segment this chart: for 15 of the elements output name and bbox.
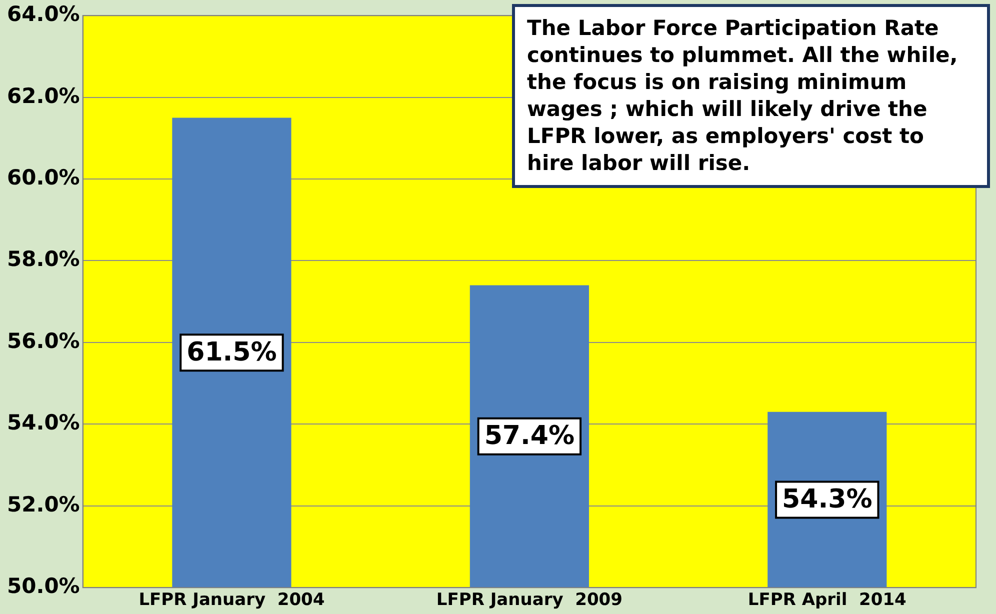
data-label: 54.3% xyxy=(782,484,872,515)
x-tick-label: LFPR January 2004 xyxy=(138,590,325,610)
y-tick-label: 58.0% xyxy=(6,247,80,272)
y-tick-label: 56.0% xyxy=(6,328,80,353)
data-label: 57.4% xyxy=(484,421,575,452)
y-tick-label: 62.0% xyxy=(6,84,80,108)
x-tick-label: LFPR January 2009 xyxy=(436,590,622,610)
annotation: The Labor Force Participation Rate continues to plummet. All the while, the focus is on raising minimum wages ; which will likely drive the LFPR lower, as employers' cost to hire labor will rise. xyxy=(512,4,990,188)
y-tick-label: 54.0% xyxy=(6,410,80,435)
y-tick-label: 50.0% xyxy=(6,574,80,598)
y-tick-label: 60.0% xyxy=(6,165,80,190)
y-tick-label: 64.0% xyxy=(6,2,80,26)
data-label: 61.5% xyxy=(186,337,277,368)
y-tick-label: 52.0% xyxy=(6,492,80,516)
x-tick-label: LFPR April 2014 xyxy=(748,590,907,610)
